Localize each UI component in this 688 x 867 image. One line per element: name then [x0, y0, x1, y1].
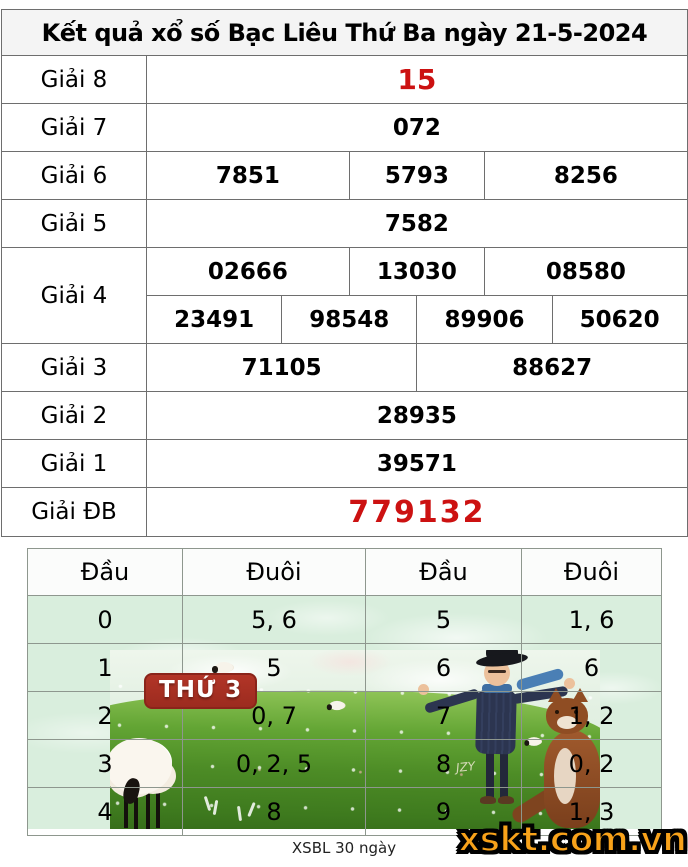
table-row: 4 8 9 1, 3 [27, 787, 662, 836]
tail-cell: 1, 3 [521, 787, 662, 836]
prize-value: 39571 [146, 439, 688, 488]
results-table: Kết quả xổ số Bạc Liêu Thứ Ba ngày 21-5-… [1, 9, 688, 537]
footer-caption: XSBL 30 ngày [291, 839, 397, 857]
tail-cell: 0, 2 [521, 739, 662, 788]
prize-value: 23491 [145, 295, 283, 344]
table-row: Giải ĐB 779132 [1, 487, 688, 537]
prize-label: Giải 6 [1, 151, 147, 200]
table-row: Giải 6 7851 5793 8256 [1, 151, 688, 200]
prize-value: 71105 [145, 343, 418, 392]
prize-value-special: 779132 [146, 487, 688, 537]
prize-value: 50620 [551, 295, 688, 344]
column-header: Đầu [27, 548, 183, 596]
table-row: Giải 2 28935 [1, 391, 688, 440]
prize-value: 28935 [146, 391, 688, 440]
prize-value: 89906 [416, 295, 553, 344]
head-cell: 5 [365, 595, 522, 644]
head-cell: 8 [365, 739, 522, 788]
prize-value: 7582 [146, 199, 688, 248]
prize-value: 88627 [416, 343, 688, 392]
prize-value: 13030 [348, 247, 485, 296]
table-header-row: Đầu Đuôi Đầu Đuôi [27, 548, 662, 596]
prize-value: 98548 [281, 295, 418, 344]
tail-cell: 6 [521, 643, 662, 692]
head-cell: 7 [365, 691, 522, 740]
head-tail-table: Đầu Đuôi Đầu Đuôi 0 5, 6 5 1, 6 1 5 6 6 … [27, 548, 662, 836]
prize-label: Giải ĐB [1, 487, 147, 537]
prize-value: 072 [146, 103, 688, 152]
prize-label: Giải 3 [1, 343, 147, 392]
prize-value: 08580 [483, 247, 688, 296]
prize-value: 5793 [348, 151, 485, 200]
prize-value: 8256 [483, 151, 688, 200]
tail-cell: 5, 6 [182, 595, 366, 644]
prize-value: 7851 [146, 151, 350, 200]
head-cell: 6 [365, 643, 522, 692]
head-cell: 3 [27, 739, 183, 788]
table-row: 1 5 6 6 [27, 643, 662, 692]
table-row: Giải 8 15 [1, 55, 688, 104]
prize-value: 15 [146, 55, 688, 104]
weekday-badge: THỨ 3 [144, 673, 258, 709]
page-title: Kết quả xổ số Bạc Liêu Thứ Ba ngày 21-5-… [1, 9, 688, 56]
table-row: 2 0, 7 7 1, 2 [27, 691, 662, 740]
prize-label: Giải 5 [1, 199, 147, 248]
prize-label: Giải 8 [1, 55, 147, 104]
table-row: Giải 3 71105 88627 [1, 343, 688, 392]
prize-label: Giải 4 [1, 247, 147, 344]
table-row: 3 0, 2, 5 8 0, 2 [27, 739, 662, 788]
prize-label: Giải 1 [1, 439, 147, 488]
table-row: Giải 1 39571 [1, 439, 688, 488]
tail-cell: 8 [182, 787, 366, 836]
prize-label: Giải 7 [1, 103, 147, 152]
table-row: Giải 7 072 [1, 103, 688, 152]
head-cell: 4 [27, 787, 183, 836]
table-row: Giải 5 7582 [1, 199, 688, 248]
site-logo-link[interactable]: xskt.com.vn [457, 819, 688, 861]
tail-cell: 0, 2, 5 [182, 739, 366, 788]
tail-cell: 1, 2 [521, 691, 662, 740]
tail-cell: 1, 6 [521, 595, 662, 644]
column-header: Đầu [365, 548, 522, 596]
column-header: Đuôi [182, 548, 366, 596]
head-cell: 0 [27, 595, 183, 644]
prize-value: 02666 [146, 247, 350, 296]
head-cell: 9 [365, 787, 522, 836]
prize-label: Giải 2 [1, 391, 147, 440]
table-row: Giải 4 02666 13030 08580 [1, 247, 688, 344]
table-row: 0 5, 6 5 1, 6 [27, 595, 662, 644]
head-tail-section: JZY THỨ 3 Đầu Đuôi Đầu Đuôi 0 5, 6 5 1, … [27, 548, 662, 836]
column-header: Đuôi [521, 548, 662, 596]
